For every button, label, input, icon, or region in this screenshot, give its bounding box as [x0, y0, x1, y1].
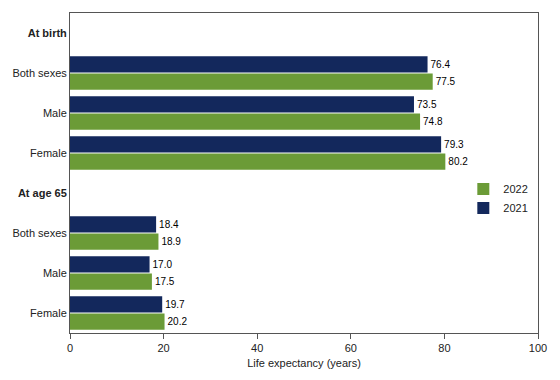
svg-text:77.5: 77.5	[436, 76, 456, 87]
svg-text:79.3: 79.3	[444, 139, 464, 150]
svg-text:Male: Male	[43, 267, 67, 279]
svg-text:At age 65: At age 65	[18, 187, 67, 199]
svg-text:Male: Male	[43, 107, 67, 119]
svg-text:60: 60	[345, 342, 357, 354]
svg-text:18.4: 18.4	[159, 219, 179, 230]
svg-text:18.9: 18.9	[161, 236, 181, 247]
svg-text:Female: Female	[30, 307, 67, 319]
svg-text:73.5: 73.5	[417, 99, 437, 110]
svg-text:At birth: At birth	[28, 27, 67, 39]
svg-text:2022: 2022	[503, 183, 527, 195]
svg-text:40: 40	[251, 342, 263, 354]
svg-text:80.2: 80.2	[448, 156, 468, 167]
svg-text:Female: Female	[30, 147, 67, 159]
svg-text:80: 80	[438, 342, 450, 354]
svg-text:19.7: 19.7	[165, 299, 185, 310]
svg-text:76.4: 76.4	[431, 59, 451, 70]
svg-text:2021: 2021	[503, 202, 527, 214]
svg-text:20.2: 20.2	[168, 316, 188, 327]
svg-text:0: 0	[67, 342, 73, 354]
svg-text:17.5: 17.5	[155, 276, 175, 287]
svg-text:Both sexes: Both sexes	[12, 67, 67, 79]
svg-text:Both sexes: Both sexes	[12, 227, 67, 239]
svg-text:17.0: 17.0	[153, 259, 173, 270]
svg-text:Life expectancy (years): Life expectancy (years)	[247, 357, 361, 369]
svg-text:74.8: 74.8	[423, 116, 443, 127]
svg-text:20: 20	[157, 342, 169, 354]
svg-text:100: 100	[529, 342, 547, 354]
